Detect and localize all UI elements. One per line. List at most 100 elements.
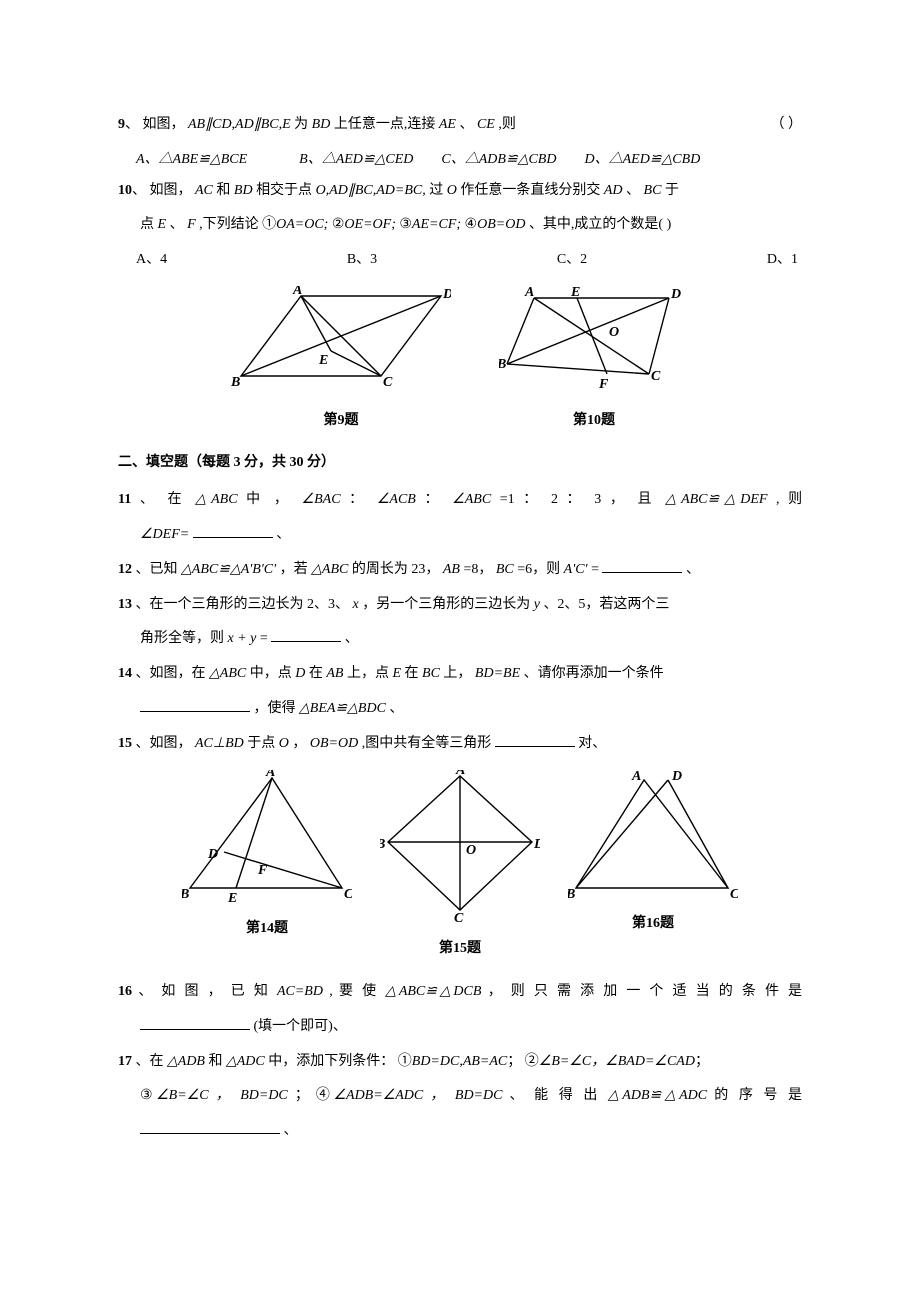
question-16: 16 、 如 图 ， 已 知 AC=BD , 要 使 △ABC≌△DCB ， 则… <box>118 977 802 1008</box>
q9-cond: AB∥CD,AD∥BC,E <box>188 117 291 132</box>
figure-15-svg: AB DC O <box>380 770 540 925</box>
svg-text:C: C <box>730 887 738 900</box>
svg-text:A: A <box>292 286 302 298</box>
q11-cong: △ABC≌△DEF <box>665 492 767 507</box>
q10-c3: ③ <box>399 217 412 232</box>
q17-t3: 和 <box>208 1054 222 1069</box>
q17-t1: 、在 <box>136 1054 164 1069</box>
q14-bc: BC <box>422 666 440 681</box>
q15-blank <box>495 732 575 747</box>
q11-def: ∠DEF= <box>140 527 189 542</box>
svg-text:O: O <box>466 843 476 858</box>
q9-opt-b: B、△AED≌△CED <box>299 145 413 176</box>
q14-abc: △ABC <box>209 666 246 681</box>
q15-acbd: AC⊥BD <box>195 736 244 751</box>
q12-num: 12 <box>118 562 132 577</box>
q10-bc: BC <box>644 183 662 198</box>
question-12: 12 、已知 △ABC≌△A'B'C' ，若 △ABC 的周长为 23， AB … <box>118 555 802 586</box>
q10-ad: AD <box>604 183 623 198</box>
svg-text:C: C <box>651 369 661 384</box>
figures-14-15-16: ABC DEF 第14题 AB DC O 第15题 <box>118 770 802 959</box>
q16-t3: , 要 使 <box>329 984 385 999</box>
q14-t7: 上，点 <box>347 666 393 681</box>
q17-cong2: △ADB≌△ADC <box>608 1088 707 1103</box>
figure-16: AD BC 第16题 <box>568 770 738 959</box>
svg-text:E: E <box>318 353 328 368</box>
question-17-line3: 、 <box>118 1116 802 1147</box>
q13-end: 、 <box>345 631 359 646</box>
q17-c4: ④ <box>316 1088 334 1103</box>
q9-ae: AE <box>439 117 456 132</box>
q11-t9: =1 ： 2 ： 3 ， 且 <box>500 492 665 507</box>
q10-l1a: 如图， <box>150 183 192 198</box>
figure-10-caption: 第10题 <box>499 411 689 431</box>
q15-o: O <box>279 736 289 751</box>
question-11-line2: ∠DEF= 、 <box>118 520 802 551</box>
q13-eq: = <box>260 631 268 646</box>
q15-t3: 于点 <box>247 736 279 751</box>
figure-9-svg: AD BC E <box>231 286 451 396</box>
q17-num: 17 <box>118 1054 132 1069</box>
svg-text:A: A <box>265 770 275 780</box>
q9-options: A、△ABE≌△BCE B、△AED≌△CED C、△ADB≌△CBD D、△A… <box>136 145 802 176</box>
q11-t7: ： <box>424 492 452 507</box>
q16-blank <box>140 1015 250 1030</box>
svg-text:D: D <box>671 770 682 784</box>
q10-t1: 和 <box>216 183 234 198</box>
section-2-header: 二、填空题（每题 3 分，共 30 分） <box>118 448 802 479</box>
question-14-line2: ，使得 △BEA≌△BDC 、 <box>118 694 802 725</box>
question-14: 14 、如图，在 △ABC 中，点 D 在 AB 上，点 E 在 BC 上， B… <box>118 659 802 690</box>
q17-s3: ； <box>295 1088 316 1103</box>
q15-t5: ， <box>292 736 306 751</box>
q11-abc: △ABC <box>195 492 237 507</box>
question-15: 15 、如图， AC⊥BD 于点 O ， OB=OD ,图中共有全等三角形 对、 <box>118 729 802 760</box>
q12-end: 、 <box>686 562 700 577</box>
q11-bac: ∠BAC <box>302 492 341 507</box>
q10-f: F <box>187 217 196 232</box>
q10-number: 10 <box>118 183 132 198</box>
q17-r2: ∠B=∠C，∠BAD=∠CAD <box>539 1054 695 1069</box>
q12-cong: △ABC≌△A'B'C' <box>181 562 276 577</box>
q14-e: E <box>392 666 401 681</box>
q9-t1: 如图， <box>143 117 185 132</box>
svg-text:C: C <box>383 375 393 390</box>
q13-t5: 、2、5，若这两个三 <box>543 597 669 612</box>
q12-eq: = <box>591 562 599 577</box>
q16-t5: ， 则 只 需 添 加 一 个 适 当 的 条 件 是 <box>488 984 802 999</box>
svg-text:E: E <box>570 286 580 300</box>
q17-c2: ② <box>525 1054 539 1069</box>
q17-l2v: 的 序 号 是 <box>714 1088 802 1103</box>
q10-t5: 、 <box>626 183 640 198</box>
q10-r2: OE=OF; <box>344 217 395 232</box>
q10-l2c: ,下列结论 <box>199 217 262 232</box>
q12-blank <box>602 558 682 573</box>
svg-text:A: A <box>631 770 641 784</box>
q10-ac: AC <box>195 183 213 198</box>
svg-text:B: B <box>568 887 575 900</box>
q10-t3: 过 <box>429 183 447 198</box>
q11-end: 、 <box>276 527 290 542</box>
q15-t1: 、如图， <box>136 736 192 751</box>
q17-l2t: 、 能 得 出 <box>510 1088 608 1103</box>
q15-obod: OB=OD <box>310 736 358 751</box>
q10-opt-b: B、3 <box>347 245 377 276</box>
q9-t3: 上任意一点,连接 <box>334 117 439 132</box>
q9-opt-d: D、△AED≌△CBD <box>584 145 700 176</box>
q14-num: 14 <box>118 666 132 681</box>
q10-e: E <box>158 217 167 232</box>
q11-t11: , 则 <box>776 492 802 507</box>
question-17-line2: ③∠B=∠C ， BD=DC ； ④∠ADB=∠ADC ， BD=DC 、 能 … <box>118 1081 802 1112</box>
svg-text:E: E <box>227 891 237 905</box>
q10-l2a: 点 <box>140 217 158 232</box>
svg-text:D: D <box>442 287 451 302</box>
q11-t1: 、 在 <box>140 492 195 507</box>
q10-l2d: 、其中,成立的个数是( ) <box>529 217 671 232</box>
q15-t7: ,图中共有全等三角形 <box>362 736 492 751</box>
q14-ab: AB <box>326 666 343 681</box>
q14-t1: 、如图，在 <box>136 666 206 681</box>
q10-opt-a: A、4 <box>136 245 167 276</box>
q9-paren: （ ） <box>771 110 803 141</box>
q17-blank <box>140 1119 280 1134</box>
q10-opt-d: D、1 <box>767 245 798 276</box>
q17-r3: ∠B=∠C ， BD=DC <box>156 1088 288 1103</box>
